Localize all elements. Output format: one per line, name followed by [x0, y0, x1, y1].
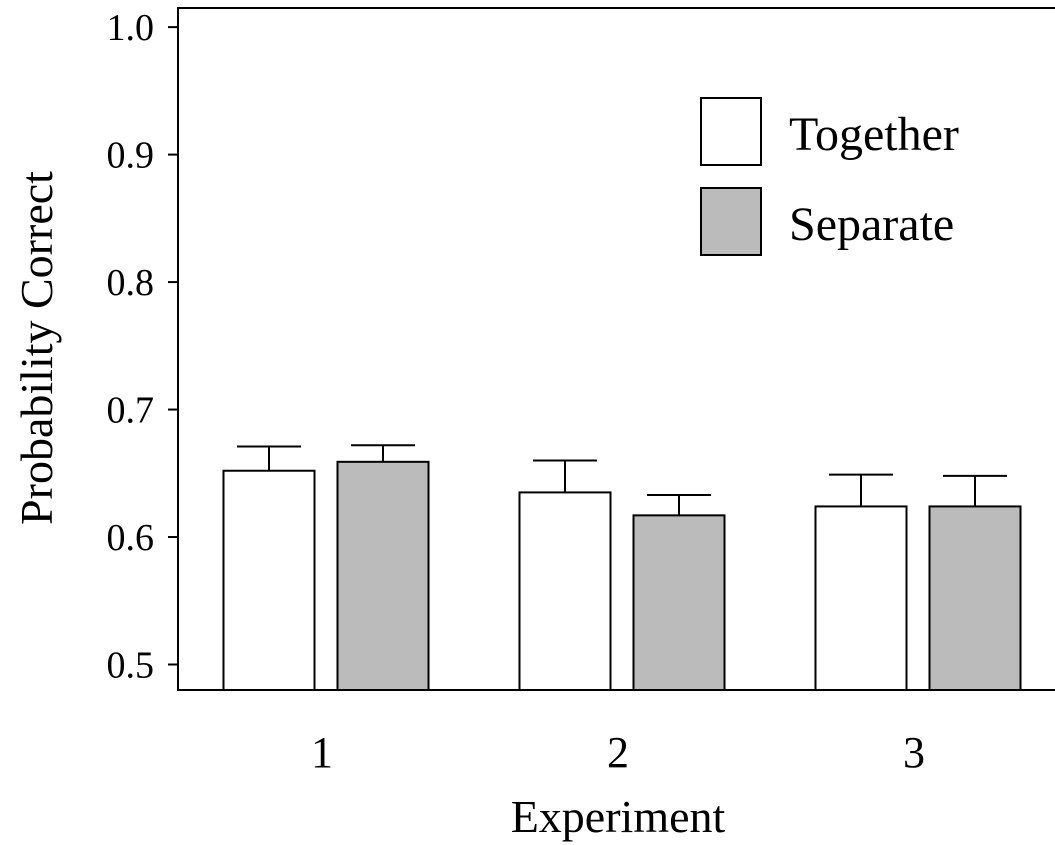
legend-swatch-separate — [700, 187, 762, 256]
bar-together-1 — [222, 469, 316, 691]
y-tick-label: 0.7 — [107, 390, 155, 432]
bars — [222, 460, 1022, 692]
y-tick-label: 0.5 — [107, 645, 155, 687]
y-tick-label: 0.9 — [107, 135, 155, 177]
y-tick-label: 1.0 — [107, 7, 155, 49]
error-bar-together-1 — [237, 445, 301, 471]
y-tick-label: 0.8 — [107, 262, 155, 304]
plot-frame-lines — [177, 7, 1055, 691]
plot-frame — [177, 7, 1055, 691]
x-axis: 1 2 3 — [311, 728, 925, 777]
legend: Together Separate — [700, 97, 959, 256]
legend-label-together: Together — [789, 108, 959, 161]
error-bars — [237, 444, 1007, 516]
error-bar-together-2 — [533, 459, 597, 493]
error-bar-separate-2 — [647, 493, 711, 516]
bar-separate-2 — [632, 514, 726, 691]
bar-separate-1 — [336, 460, 430, 692]
bar-together-2 — [518, 491, 612, 692]
x-tick-label: 1 — [311, 728, 333, 777]
error-bar-together-3 — [829, 473, 893, 507]
error-bar-separate-1 — [351, 444, 415, 462]
y-axis: 0.5 0.6 0.7 0.8 0.9 1.0 — [107, 7, 178, 687]
y-tick-label: 0.6 — [107, 517, 155, 559]
y-axis-title: Probability Correct — [11, 171, 62, 525]
bar-separate-3 — [928, 505, 1022, 692]
x-tick-label: 3 — [903, 728, 925, 777]
bar-together-3 — [814, 505, 908, 692]
legend-label-separate: Separate — [789, 198, 954, 251]
x-tick-label: 2 — [607, 728, 629, 777]
error-bar-separate-3 — [943, 474, 1007, 507]
x-axis-title: Experiment — [511, 791, 726, 842]
legend-swatch-together — [700, 97, 762, 166]
